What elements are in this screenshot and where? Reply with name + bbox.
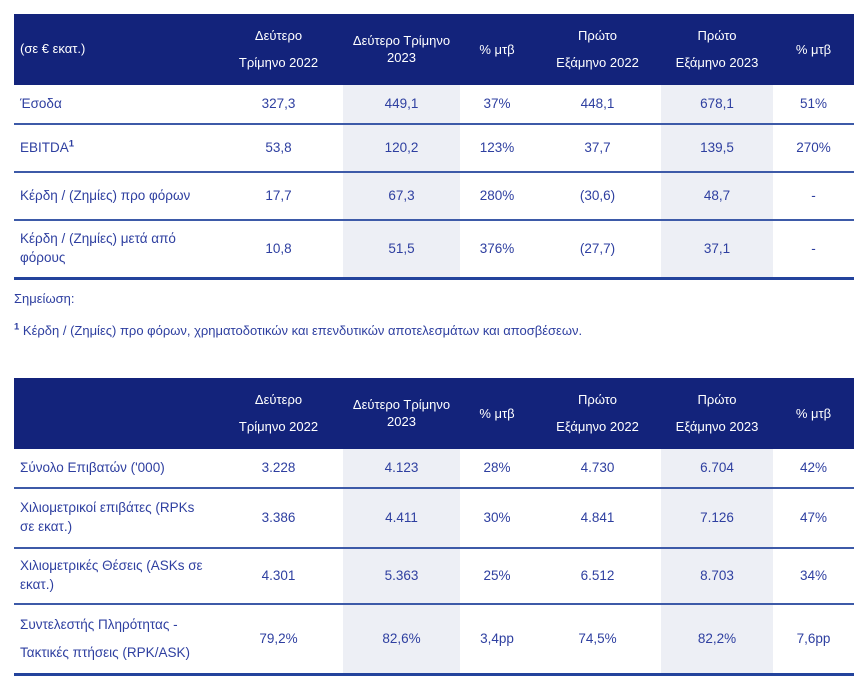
footnote-marker: 1 bbox=[14, 321, 20, 333]
table-cell: 34% bbox=[773, 548, 854, 605]
row-label: Σύνολο Επιβατών ('000) bbox=[14, 449, 214, 489]
table-cell: 48,7 bbox=[661, 172, 773, 221]
col-header-h1-2022: Πρώτο Εξάμηνο 2022 bbox=[534, 378, 661, 449]
table-cell: 4.301 bbox=[214, 548, 343, 605]
table-row-revenue: Έσοδα 327,3 449,1 37% 448,1 678,1 51% bbox=[14, 85, 854, 125]
table-cell: 42% bbox=[773, 449, 854, 489]
table-row-asks: Χιλιομετρικές Θέσεις (ASKs σε εκατ.) 4.3… bbox=[14, 548, 854, 605]
table-cell: 53,8 bbox=[214, 124, 343, 173]
table-cell: 5.363 bbox=[343, 548, 460, 605]
table-cell: 37,1 bbox=[661, 220, 773, 280]
table-row-profit-before-tax: Κέρδη / (Ζημίες) προ φόρων 17,7 67,3 280… bbox=[14, 172, 854, 221]
table-cell: 8.703 bbox=[661, 548, 773, 605]
col-header-change-halfyear: % μτβ bbox=[773, 378, 854, 449]
table-cell: 30% bbox=[460, 488, 534, 549]
table-cell: 79,2% bbox=[214, 604, 343, 676]
table-cell: 47% bbox=[773, 488, 854, 549]
table-cell: 51,5 bbox=[343, 220, 460, 280]
table-cell: 678,1 bbox=[661, 85, 773, 125]
row-label: Κέρδη / (Ζημίες) προ φόρων bbox=[14, 172, 214, 221]
table-cell: 449,1 bbox=[343, 85, 460, 125]
row-label: EBITDA1 bbox=[14, 124, 214, 173]
table-cell: 4.411 bbox=[343, 488, 460, 549]
col-header-h1-2022: Πρώτο Εξάμηνο 2022 bbox=[534, 14, 661, 85]
table-cell: 3.386 bbox=[214, 488, 343, 549]
table-cell: 448,1 bbox=[534, 85, 661, 125]
table-cell: 139,5 bbox=[661, 124, 773, 173]
traffic-table-header: Δεύτερο Τρίμηνο 2022 Δεύτερο Τρίμηνο 202… bbox=[14, 378, 854, 449]
table-cell: (27,7) bbox=[534, 220, 661, 280]
col-header-h1-2023: Πρώτο Εξάμηνο 2023 bbox=[661, 378, 773, 449]
table-cell: 123% bbox=[460, 124, 534, 173]
table-cell: - bbox=[773, 172, 854, 221]
table-cell: 280% bbox=[460, 172, 534, 221]
section-spacer bbox=[14, 340, 854, 378]
table-row-total-passengers: Σύνολο Επιβατών ('000) 3.228 4.123 28% 4… bbox=[14, 449, 854, 489]
row-label: Έσοδα bbox=[14, 85, 214, 125]
col-header-q2-2022: Δεύτερο Τρίμηνο 2022 bbox=[214, 378, 343, 449]
note-title: Σημείωση: bbox=[14, 291, 75, 306]
table-cell: 4.730 bbox=[534, 449, 661, 489]
table-cell: 7.126 bbox=[661, 488, 773, 549]
row-label: Χιλιομετρικές Θέσεις (ASKs σε εκατ.) bbox=[14, 548, 214, 605]
table-cell: 28% bbox=[460, 449, 534, 489]
table-cell: (30,6) bbox=[534, 172, 661, 221]
footnote-marker: 1 bbox=[68, 138, 75, 150]
col-header-q2-2023: Δεύτερο Τρίμηνο 2023 bbox=[343, 14, 460, 85]
table-cell: 6.512 bbox=[534, 548, 661, 605]
footnote-text: 1 Κέρδη / (Ζημίες) προ φόρων, χρηματοδοτ… bbox=[14, 321, 583, 338]
col-header-change-quarter: % μτβ bbox=[460, 14, 534, 85]
table-cell: 376% bbox=[460, 220, 534, 280]
table-cell: 327,3 bbox=[214, 85, 343, 125]
notes-section: Σημείωση: 1 Κέρδη / (Ζημίες) προ φόρων, … bbox=[14, 290, 854, 340]
table-cell: 51% bbox=[773, 85, 854, 125]
table-row-ebitda: EBITDA1 53,8 120,2 123% 37,7 139,5 270% bbox=[14, 124, 854, 173]
table-cell: 37% bbox=[460, 85, 534, 125]
table-cell: 7,6pp bbox=[773, 604, 854, 676]
unit-label: (σε € εκατ.) bbox=[14, 14, 214, 85]
financial-results-table: (σε € εκατ.) Δεύτερο Τρίμηνο 2022 Δεύτερ… bbox=[14, 14, 854, 280]
table-cell: 74,5% bbox=[534, 604, 661, 676]
table-row-load-factor: Συντελεστής Πληρότητας - Τακτικές πτήσει… bbox=[14, 604, 854, 676]
row-label: Κέρδη / (Ζημίες) μετά από φόρους bbox=[14, 220, 214, 280]
table-cell: 82,6% bbox=[343, 604, 460, 676]
table-row-profit-after-tax: Κέρδη / (Ζημίες) μετά από φόρους 10,8 51… bbox=[14, 220, 854, 280]
financial-table-header: (σε € εκατ.) Δεύτερο Τρίμηνο 2022 Δεύτερ… bbox=[14, 14, 854, 85]
unit-label-empty bbox=[14, 378, 214, 449]
col-header-q2-2022: Δεύτερο Τρίμηνο 2022 bbox=[214, 14, 343, 85]
table-cell: 3.228 bbox=[214, 449, 343, 489]
traffic-stats-table: Δεύτερο Τρίμηνο 2022 Δεύτερο Τρίμηνο 202… bbox=[14, 378, 854, 676]
table-cell: 4.123 bbox=[343, 449, 460, 489]
table-cell: 3,4pp bbox=[460, 604, 534, 676]
col-header-h1-2023: Πρώτο Εξάμηνο 2023 bbox=[661, 14, 773, 85]
table-row-rpks: Χιλιομετρικοί επιβάτες (RPKs σε εκατ.) 3… bbox=[14, 488, 854, 549]
table-cell: 270% bbox=[773, 124, 854, 173]
table-cell: 10,8 bbox=[214, 220, 343, 280]
table-cell: - bbox=[773, 220, 854, 280]
table-cell: 6.704 bbox=[661, 449, 773, 489]
row-label: Χιλιομετρικοί επιβάτες (RPKs σε εκατ.) bbox=[14, 488, 214, 549]
row-label: Συντελεστής Πληρότητας - Τακτικές πτήσει… bbox=[14, 604, 214, 676]
table-cell: 82,2% bbox=[661, 604, 773, 676]
table-cell: 37,7 bbox=[534, 124, 661, 173]
table-cell: 67,3 bbox=[343, 172, 460, 221]
col-header-q2-2023: Δεύτερο Τρίμηνο 2023 bbox=[343, 378, 460, 449]
table-cell: 17,7 bbox=[214, 172, 343, 221]
col-header-change-quarter: % μτβ bbox=[460, 378, 534, 449]
table-cell: 120,2 bbox=[343, 124, 460, 173]
table-cell: 25% bbox=[460, 548, 534, 605]
col-header-change-halfyear: % μτβ bbox=[773, 14, 854, 85]
table-cell: 4.841 bbox=[534, 488, 661, 549]
